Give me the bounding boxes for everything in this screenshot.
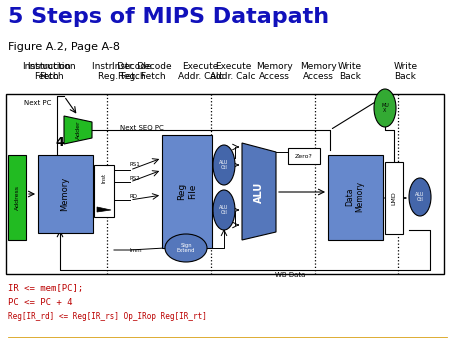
Polygon shape xyxy=(64,116,92,144)
Text: Imm: Imm xyxy=(130,247,143,252)
Text: Inst: Inst xyxy=(102,173,107,183)
Text: 4: 4 xyxy=(56,136,64,148)
Text: Adder: Adder xyxy=(76,121,81,139)
Text: Write
Back: Write Back xyxy=(393,62,418,81)
Text: ALU
Ctl: ALU Ctl xyxy=(219,204,229,215)
Text: Address: Address xyxy=(14,185,19,210)
Bar xyxy=(162,135,212,248)
Text: Reg[IR_rd] <= Reg[IR_rs] Op_IRop Reg[IR_rt]: Reg[IR_rd] <= Reg[IR_rs] Op_IRop Reg[IR_… xyxy=(8,312,207,321)
Text: Write
Back: Write Back xyxy=(338,62,362,81)
Text: IR <= mem[PC];: IR <= mem[PC]; xyxy=(8,284,83,293)
Bar xyxy=(328,155,383,240)
Ellipse shape xyxy=(409,178,431,216)
Text: Instr. Decode
Reg. Fetch: Instr. Decode Reg. Fetch xyxy=(92,62,152,81)
Bar xyxy=(38,155,93,233)
Ellipse shape xyxy=(213,145,235,185)
Text: Figure A.2, Page A-8: Figure A.2, Page A-8 xyxy=(8,42,120,52)
Text: Instr. Decode
Reg. Fetch: Instr. Decode Reg. Fetch xyxy=(112,62,172,81)
Text: Memory
Access: Memory Access xyxy=(256,62,292,81)
Text: ALU
Ctl: ALU Ctl xyxy=(219,160,229,170)
Bar xyxy=(8,155,26,240)
Text: Next SEQ PC: Next SEQ PC xyxy=(120,125,164,131)
Text: RS2: RS2 xyxy=(130,175,141,180)
Polygon shape xyxy=(97,207,111,212)
Text: Memory: Memory xyxy=(60,177,69,211)
Text: Memory
Access: Memory Access xyxy=(300,62,337,81)
Bar xyxy=(94,165,114,217)
Text: ALU
Ctl: ALU Ctl xyxy=(415,192,425,202)
Ellipse shape xyxy=(165,234,207,262)
Text: MU
X: MU X xyxy=(381,103,389,114)
Bar xyxy=(385,162,403,234)
Text: ALU: ALU xyxy=(254,182,264,202)
Polygon shape xyxy=(242,143,276,240)
Text: PC <= PC + 4: PC <= PC + 4 xyxy=(8,298,72,307)
Text: Next PC: Next PC xyxy=(24,100,51,106)
Text: Execute
Addr. Calc: Execute Addr. Calc xyxy=(210,62,256,81)
Bar xyxy=(288,148,320,164)
Text: Data
Memory: Data Memory xyxy=(345,182,365,213)
Text: Sign
Extend: Sign Extend xyxy=(177,243,195,254)
Text: WB Data: WB Data xyxy=(275,272,305,278)
Text: LMD: LMD xyxy=(392,191,396,205)
Text: Zero?: Zero? xyxy=(295,153,313,159)
Text: Reg
File: Reg File xyxy=(177,183,197,200)
Text: RS1: RS1 xyxy=(130,162,141,167)
Text: 5 Steps of MIPS Datapath: 5 Steps of MIPS Datapath xyxy=(8,7,329,27)
Ellipse shape xyxy=(213,190,235,230)
Text: Instruction
Fetch: Instruction Fetch xyxy=(27,62,76,81)
Bar xyxy=(6,94,444,274)
Text: Execute
Addr. Calc: Execute Addr. Calc xyxy=(178,62,223,81)
Text: RD: RD xyxy=(130,193,138,198)
Ellipse shape xyxy=(374,89,396,127)
Text: Instruction
Fetch: Instruction Fetch xyxy=(22,62,71,81)
